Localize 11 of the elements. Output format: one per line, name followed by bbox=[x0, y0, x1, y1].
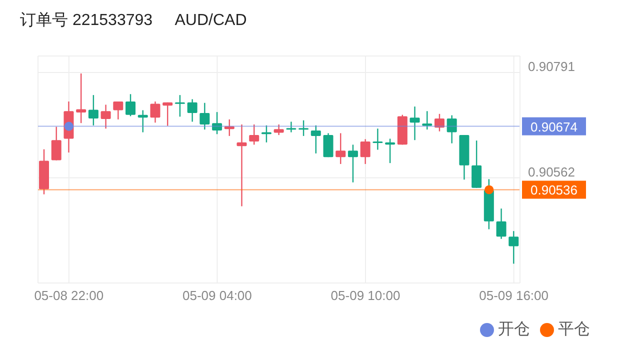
x-tick-label: 05-09 16:00 bbox=[479, 288, 549, 304]
chart-title: 订单号 221533793 AUD/CAD bbox=[20, 11, 247, 31]
y-tick-label: 0.90562 bbox=[528, 164, 575, 180]
ref-line-label: 0.90674 bbox=[530, 119, 578, 134]
legend-label: 开仓 bbox=[498, 321, 530, 338]
legend-label: 平仓 bbox=[558, 321, 590, 338]
x-tick-label: 05-09 04:00 bbox=[182, 288, 252, 304]
x-tick-label: 05-08 22:00 bbox=[34, 288, 104, 304]
y-tick-label: 0.90791 bbox=[528, 59, 575, 74]
ref-line-label: 0.90536 bbox=[530, 182, 578, 198]
x-tick-label: 05-09 10:00 bbox=[330, 288, 400, 304]
